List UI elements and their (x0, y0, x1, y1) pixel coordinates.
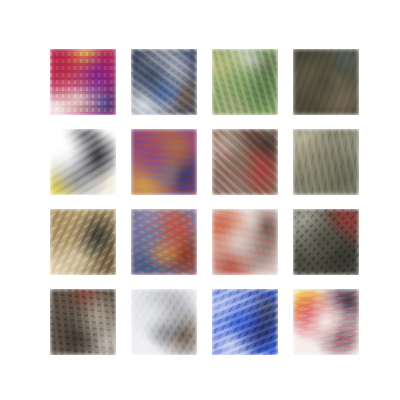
generated-image-3 (212, 49, 278, 115)
generated-image-7 (212, 129, 278, 195)
generated-image-15 (212, 289, 278, 355)
generated-image-16 (293, 289, 359, 355)
generated-image-14 (131, 289, 197, 355)
image-grid (50, 49, 360, 355)
generated-image-4 (293, 49, 359, 115)
generated-image-12 (293, 209, 359, 275)
generated-image-11 (212, 209, 278, 275)
generated-image-13 (50, 289, 116, 355)
generated-image-8 (293, 129, 359, 195)
generated-image-2 (131, 49, 197, 115)
generated-image-1 (50, 49, 116, 115)
generated-image-9 (50, 209, 116, 275)
generated-image-10 (131, 209, 197, 275)
generated-image-5 (50, 129, 116, 195)
generated-image-6 (131, 129, 197, 195)
